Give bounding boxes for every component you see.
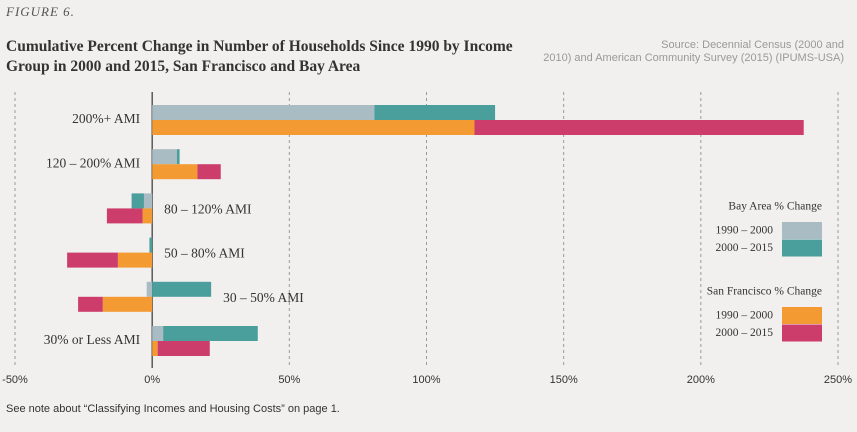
category-label: 30 – 50% AMI (223, 290, 304, 305)
bar-segment (474, 120, 804, 135)
legend-swatch (782, 324, 822, 342)
bar-segment (374, 105, 496, 120)
bar-segment (67, 252, 118, 268)
category-label: 200%+ AMI (72, 111, 140, 126)
bar-segment (152, 281, 212, 297)
legend-label: 1990 – 2000 (716, 225, 774, 237)
legend-label: 2000 – 2015 (716, 242, 774, 254)
bar-segment (152, 149, 177, 165)
source: Source: Decennial Census (2000 and 2010) … (543, 39, 844, 64)
x-tick-label: 250% (824, 374, 852, 386)
footnote: See note about “Classifying Incomes and … (6, 403, 340, 415)
bar-segment (152, 120, 475, 135)
bar-segment (131, 193, 144, 209)
figure-label: FIGURE 6. (5, 4, 75, 19)
category-label: 120 – 200% AMI (46, 155, 141, 170)
bar-segment (197, 164, 221, 180)
x-tick-label: 150% (550, 374, 578, 386)
x-tick-label: 50% (278, 374, 300, 386)
x-tick-label: 100% (412, 374, 440, 386)
legend-swatch (782, 239, 822, 257)
legend-label: 1990 – 2000 (716, 310, 774, 322)
x-tick-label: -50% (2, 374, 28, 386)
bar-segment (143, 193, 153, 209)
bar-segment (78, 296, 103, 312)
legend-swatch (782, 307, 822, 324)
legend-swatch (782, 222, 822, 239)
legend-title: Bay Area % Change (728, 201, 822, 213)
bar-segment (176, 149, 180, 165)
legend-title: San Francisco % Change (707, 286, 822, 298)
x-tick-label: 0% (144, 374, 160, 386)
bar-segment (163, 326, 258, 341)
bar-segment (157, 341, 210, 356)
category-label: 50 – 80% AMI (164, 246, 245, 261)
category-label: 80 – 120% AMI (164, 201, 252, 216)
bar-segment (152, 326, 164, 341)
legend-label: 2000 – 2015 (716, 327, 774, 339)
bar-segment (106, 208, 143, 224)
bar-segment (146, 281, 153, 297)
x-tick-label: 200% (687, 374, 715, 386)
bar-segment (117, 252, 153, 268)
bar-segment (152, 164, 198, 180)
bar-segment (142, 208, 153, 224)
bar-segment (152, 105, 375, 120)
chart-title: Cumulative Percent Change in Number of H… (6, 38, 513, 75)
bar-segment (149, 237, 153, 253)
category-label: 30% or Less AMI (44, 332, 141, 347)
bar-segment (152, 341, 158, 356)
bar-segment (102, 296, 153, 312)
